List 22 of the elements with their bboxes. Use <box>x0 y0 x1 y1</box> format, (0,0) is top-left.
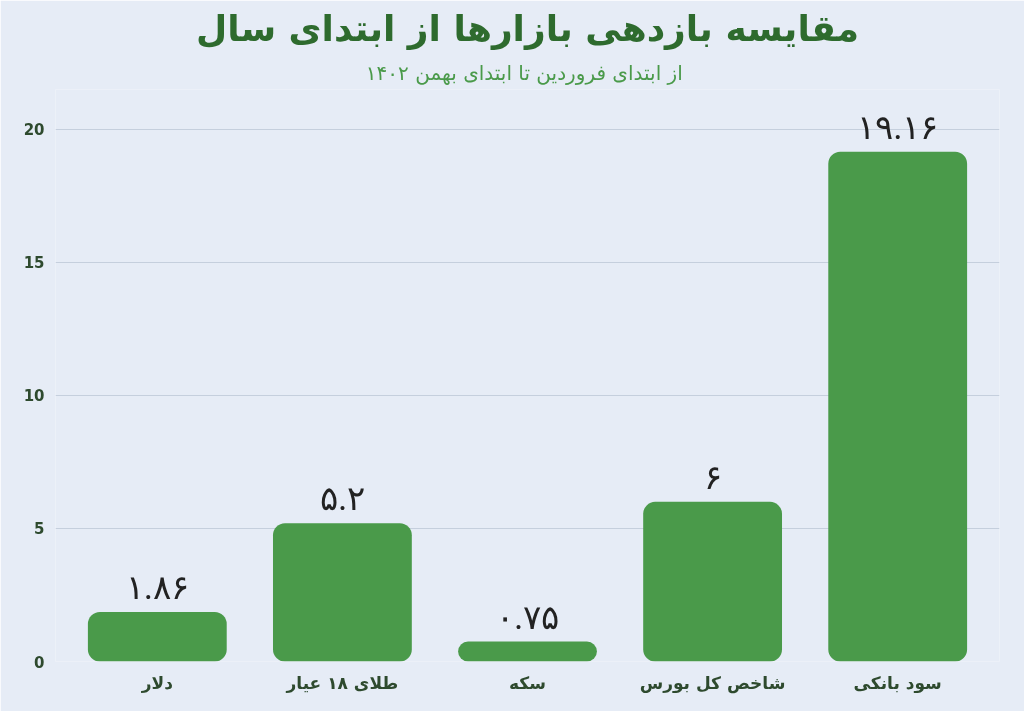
x-tick-label: طلای ۱۸ عیار <box>285 672 399 693</box>
x-tick-label: شاخص کل بورس <box>639 672 786 694</box>
bar <box>643 501 783 662</box>
x-tick-label: دلار <box>140 672 174 693</box>
bar <box>87 612 227 662</box>
y-tick-label: 20 <box>23 121 45 140</box>
data-label: ۱.۸۶ <box>126 569 189 607</box>
y-tick-label: 0 <box>34 653 45 672</box>
data-label: ۱۹.۱۶ <box>857 108 938 146</box>
y-tick-label: 15 <box>23 254 45 273</box>
x-tick-label: سود بانکی <box>853 672 942 694</box>
bar <box>272 523 412 662</box>
chart-title: مقایسه بازدهی بازارها از ابتدای سال <box>195 7 860 50</box>
bar <box>828 151 968 662</box>
data-label: ۶ <box>703 458 722 496</box>
bar <box>458 641 597 662</box>
chart-subtitle: از ابتدای فروردین تا ابتدای بهمن ۱۴۰۲ <box>365 60 683 85</box>
data-label: ۰.۷۵ <box>496 598 559 636</box>
data-label: ۵.۲ <box>320 480 365 518</box>
x-tick-label: سکه <box>509 672 546 693</box>
y-tick-label: 5 <box>34 520 45 539</box>
y-tick-label: 10 <box>23 387 45 406</box>
